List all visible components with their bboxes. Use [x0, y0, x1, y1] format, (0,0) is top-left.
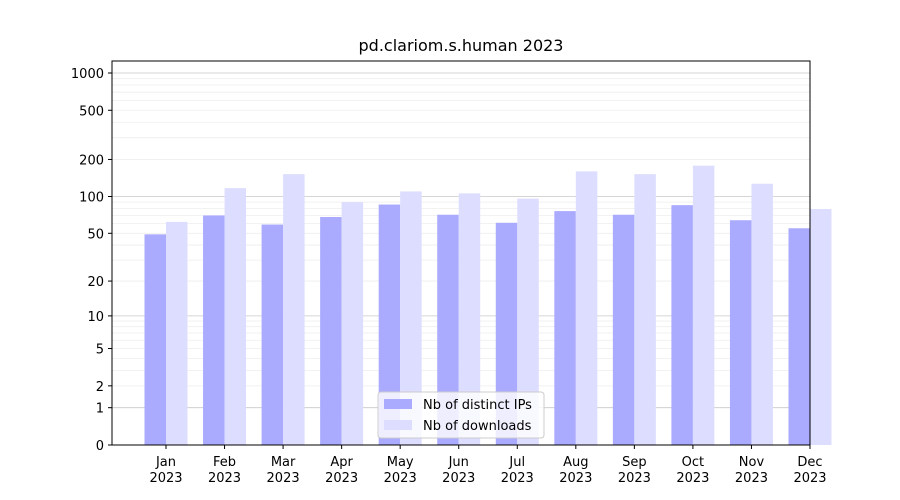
- bar-distinct-ips: [203, 215, 225, 445]
- legend: Nb of distinct IPs Nb of downloads: [377, 391, 545, 439]
- bar-distinct-ips: [437, 214, 459, 445]
- bar-distinct-ips: [144, 234, 166, 445]
- legend-label: Nb of distinct IPs: [423, 398, 532, 413]
- y-tick-label: 1: [96, 402, 104, 417]
- y-tick-label: 0: [96, 439, 104, 454]
- bar-distinct-ips: [495, 222, 518, 445]
- bar-downloads: [224, 188, 247, 445]
- bar-distinct-ips: [788, 228, 810, 445]
- bar-downloads: [341, 202, 364, 445]
- bar-downloads: [283, 174, 305, 446]
- x-tick-label: Jun 2023: [442, 455, 475, 486]
- bar-distinct-ips: [261, 224, 284, 445]
- bar-downloads: [751, 183, 773, 446]
- chart-title: pd.clariom.s.human 2023: [359, 36, 564, 55]
- x-tick-label: Jan 2023: [149, 455, 182, 486]
- y-tick-label: 100: [79, 191, 104, 206]
- bar-downloads: [166, 221, 188, 445]
- x-tick-label: Apr 2023: [325, 455, 358, 486]
- legend-label: Nb of downloads: [423, 419, 532, 434]
- legend-swatch: [384, 420, 412, 430]
- bars: [144, 165, 832, 446]
- y-tick-label: 10: [87, 310, 104, 325]
- x-tick-label: Sep 2023: [618, 455, 651, 486]
- y-tick-label: 200: [79, 153, 104, 168]
- plot-frame: [111, 60, 811, 446]
- x-tick-label: May 2023: [384, 455, 417, 486]
- bar-downloads: [810, 209, 832, 445]
- y-tick-label: 2: [96, 380, 104, 395]
- y-tick-label: 50: [87, 227, 104, 242]
- y-tick-label: 500: [79, 104, 104, 119]
- bar-downloads: [692, 165, 715, 445]
- bar-downloads: [400, 191, 422, 445]
- y-tick-label: 1000: [71, 67, 104, 82]
- x-tick-label: Dec 2023: [793, 455, 826, 486]
- x-tick-label: Feb 2023: [208, 455, 241, 486]
- legend-box: [377, 391, 545, 439]
- axes: 0 1 2 5 10 20 50 100 200 500 1000 Jan 2023 Feb 2023 Mar…: [71, 60, 827, 486]
- x-tick-label: Oct 2023: [676, 455, 709, 486]
- bar-downloads: [458, 193, 481, 445]
- bar-distinct-ips: [612, 214, 635, 445]
- x-tick-label: Mar 2023: [267, 455, 300, 486]
- x-tick-label: Nov 2023: [735, 455, 768, 486]
- bar-distinct-ips: [671, 205, 693, 445]
- bar-distinct-ips: [378, 204, 401, 445]
- legend-swatch: [384, 399, 412, 409]
- y-tick-label: 5: [96, 343, 104, 358]
- x-tick-label: Jul 2023: [501, 455, 534, 486]
- bar-downloads: [634, 174, 656, 446]
- bar-distinct-ips: [554, 211, 576, 445]
- bar-downloads: [517, 198, 539, 445]
- bar-distinct-ips: [320, 217, 342, 445]
- x-tick-label: Aug 2023: [559, 455, 592, 486]
- y-tick-label: 20: [87, 275, 104, 290]
- bar-downloads: [575, 171, 598, 445]
- bar-distinct-ips: [729, 220, 752, 445]
